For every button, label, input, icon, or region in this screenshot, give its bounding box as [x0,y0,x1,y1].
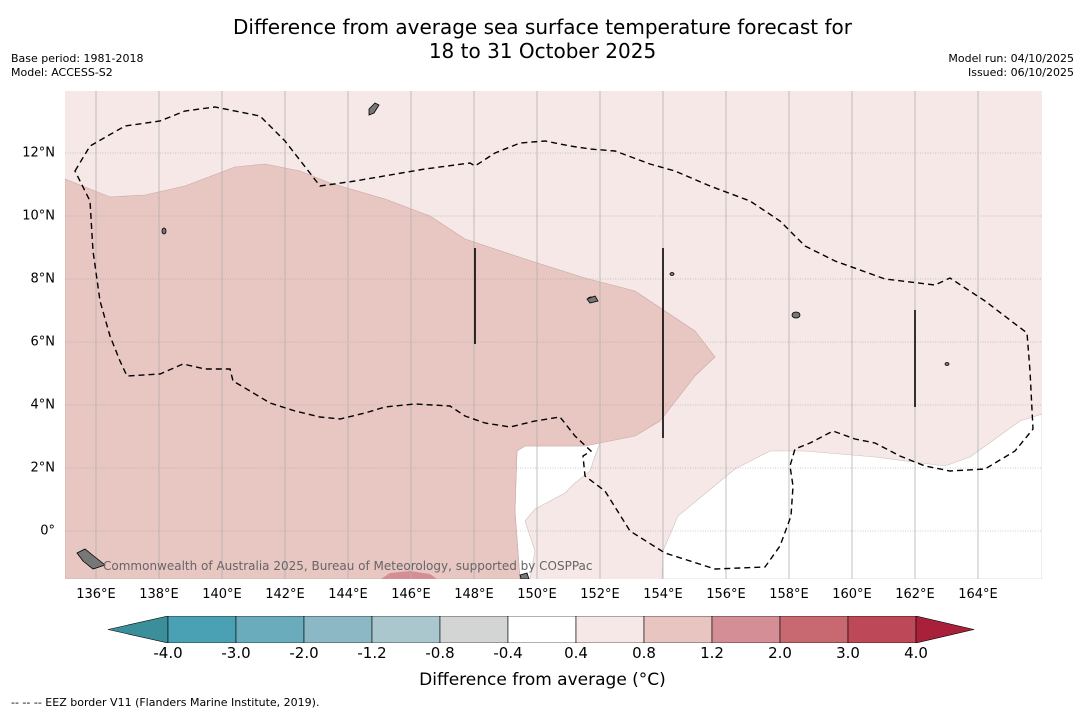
colorbar-tick-label: 4.0 [904,644,928,662]
model-run: Model run: 04/10/2025 [948,52,1074,65]
colorbar-segment [167,616,237,643]
colorbar-tick-label: -2.0 [289,644,319,662]
graticule [65,152,1042,532]
latitude-tick: 8°N [30,271,56,287]
latitude-tick: 6°N [30,334,56,350]
sst-anomaly-map [65,91,1042,579]
longitude-tick: 144°E [328,587,368,602]
colorbar-segment [371,616,441,643]
map-title-line1: Difference from average sea surface temp… [232,15,852,39]
colorbar-title: Difference from average (°C) [419,670,666,690]
anomaly-region-mid [65,163,716,579]
colorbar-tick-label: -4.0 [153,644,183,662]
colorbar-tick-label: 0.4 [564,644,588,662]
colorbar-tick-label: -0.4 [493,644,523,662]
colorbar-tick-label: -0.8 [425,644,455,662]
colorbar-tick-label: 0.8 [632,644,656,662]
colorbar-segment [847,616,917,643]
islands [76,102,950,579]
latitude-tick: 12°N [22,145,55,161]
longitude-tick: 148°E [454,587,494,602]
longitude-tick: 162°E [895,587,935,602]
copyright-notice: Commonwealth of Australia 2025, Bureau o… [103,559,593,573]
longitude-tick: 160°E [832,587,872,602]
colorbar-segment [643,616,713,643]
longitude-lines [95,91,979,579]
longitude-tick: 158°E [769,587,809,602]
colorbar-segment [779,616,849,643]
colorbar-tick-label: 3.0 [836,644,860,662]
longitude-tick: 152°E [580,587,620,602]
eez-footnote: -- -- -- EEZ border V11 (Flanders Marine… [11,696,320,709]
issued-date: Issued: 06/10/2025 [967,66,1074,79]
colorbar-tick-label: 1.2 [700,644,724,662]
longitude-tick: 150°E [517,587,557,602]
latitude-tick: 10°N [22,208,55,224]
colorbar-segment [507,616,577,643]
anomaly-region-high [381,571,437,579]
longitude-tick: 140°E [202,587,242,602]
colorbar-segment [711,616,781,643]
longitude-tick: 156°E [706,587,746,602]
colorbar-segment [303,616,373,643]
longitude-tick: 138°E [139,587,179,602]
map-title-line2: 18 to 31 October 2025 [428,39,657,63]
colorbar-segment [235,616,305,643]
longitude-tick: 142°E [265,587,305,602]
latitude-tick: 2°N [30,460,56,476]
latitude-tick: 4°N [30,397,56,413]
latitude-tick: 0° [40,523,55,539]
longitude-tick: 154°E [643,587,683,602]
eez-borders [74,106,1034,570]
colorbar-extend-high [915,616,975,643]
base-period: Base period: 1981-2018 [11,52,144,65]
longitude-tick: 136°E [76,587,116,602]
colorbar-extend-low [108,616,169,643]
longitude-tick: 146°E [391,587,431,602]
boundary-segments [474,248,916,438]
longitude-tick: 164°E [958,587,998,602]
colorbar-tick-label: 2.0 [768,644,792,662]
colorbar-tick-label: -1.2 [357,644,387,662]
colorbar-segment [575,616,645,643]
colorbar [108,616,975,643]
colorbar-tick-label: -3.0 [221,644,251,662]
colorbar-segment [439,616,509,643]
model-name: Model: ACCESS-S2 [11,66,113,79]
